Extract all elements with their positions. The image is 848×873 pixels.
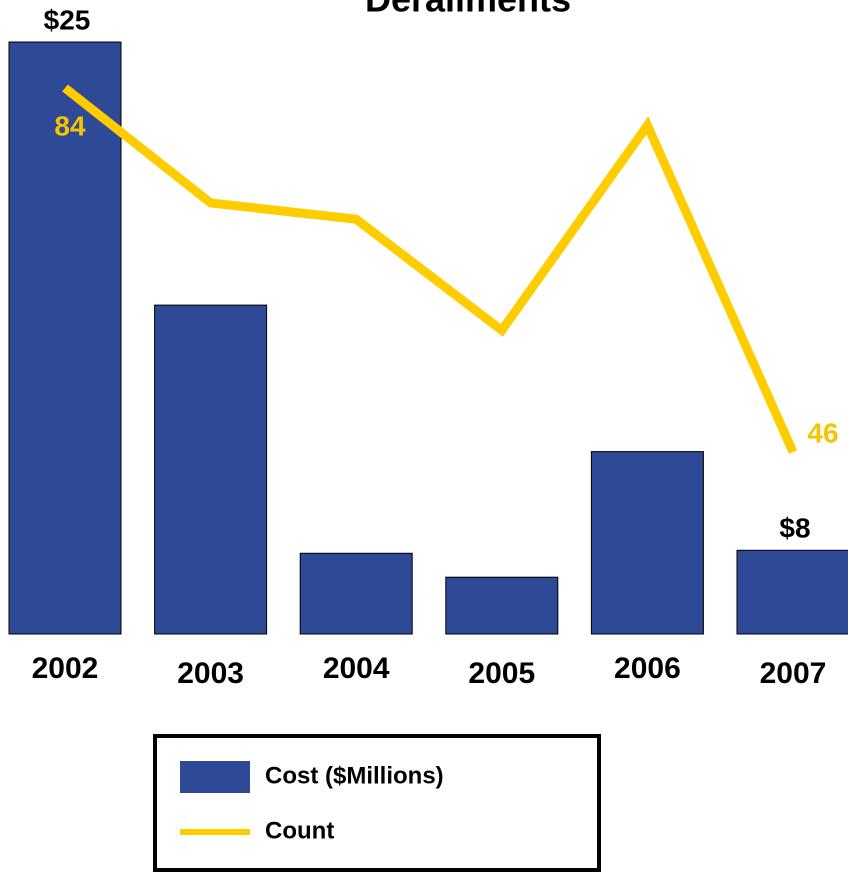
bar xyxy=(445,576,559,635)
data-label: $8 xyxy=(779,513,810,544)
x-tick-label: 2004 xyxy=(323,652,390,685)
x-tick-label: 2003 xyxy=(177,657,244,690)
data-label: $25 xyxy=(44,4,91,35)
line xyxy=(62,84,798,454)
x-tick-label: 2002 xyxy=(32,652,99,685)
data-label: 84 xyxy=(54,110,86,141)
bar xyxy=(590,451,704,635)
x-tick-label: 2005 xyxy=(468,657,535,690)
chart-title: Derailments xyxy=(365,0,571,20)
legend-label: Cost ($Millions) xyxy=(265,762,444,789)
data-label: 46 xyxy=(807,417,838,448)
legend-swatch xyxy=(180,761,250,793)
bar xyxy=(8,41,122,635)
legend-label: Count xyxy=(265,817,334,844)
bar xyxy=(299,552,413,635)
bar xyxy=(154,304,268,635)
bar xyxy=(736,549,848,635)
x-tick-label: 2007 xyxy=(760,657,827,690)
x-tick-label: 2006 xyxy=(614,652,681,685)
legend-box xyxy=(153,734,601,872)
